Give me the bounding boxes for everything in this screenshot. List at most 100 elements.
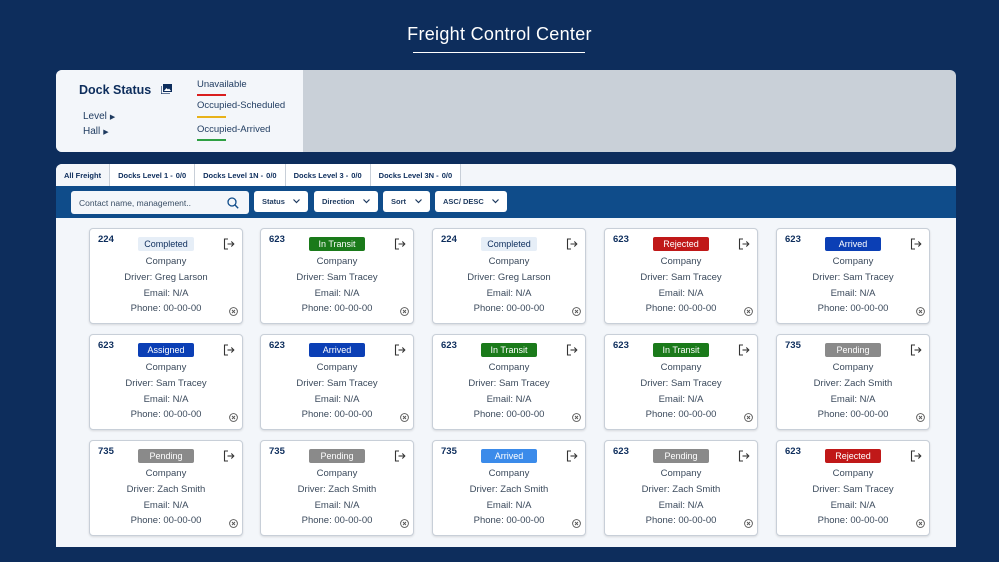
freight-id: 623 <box>613 234 629 245</box>
freight-card[interactable]: 623 Rejected Company Driver: Sam Tracey Emai… <box>776 440 930 536</box>
freight-card[interactable]: 735 Arrived Company Driver: Zach Smith Email… <box>432 440 586 536</box>
close-circle-icon[interactable] <box>229 307 238 316</box>
search-input[interactable] <box>79 191 224 214</box>
status-badge: Rejected <box>653 237 709 251</box>
status-badge: Pending <box>653 449 709 463</box>
status-badge: Completed <box>481 237 537 251</box>
freight-card[interactable]: 623 Arrived Company Driver: Sam Tracey Email… <box>260 334 414 430</box>
exit-icon[interactable] <box>223 344 235 356</box>
tab-docks-level-1n[interactable]: Docks Level 1N -0/0 <box>195 164 286 186</box>
dock-status-title: Dock Status <box>79 83 152 97</box>
search-box <box>71 191 249 214</box>
driver-name: Driver: Sam Tracey <box>640 378 722 389</box>
close-circle-icon[interactable] <box>916 307 925 316</box>
tab-all-freight[interactable]: All Freight <box>56 164 111 186</box>
status-filter-dropdown[interactable]: Status <box>254 191 308 212</box>
freight-card[interactable]: 735 Pending Company Driver: Zach Smith Email… <box>776 334 930 430</box>
company-name: Company <box>316 362 358 373</box>
exit-icon[interactable] <box>566 450 578 462</box>
triangle-right-icon: ▶ <box>103 129 109 136</box>
close-circle-icon[interactable] <box>744 307 753 316</box>
status-badge: Arrived <box>825 237 881 251</box>
freight-id: 224 <box>441 234 457 245</box>
driver-name: Driver: Greg Larson <box>124 272 208 283</box>
close-circle-icon[interactable] <box>400 519 409 528</box>
exit-icon[interactable] <box>738 344 750 356</box>
exit-icon[interactable] <box>394 450 406 462</box>
freight-card[interactable]: 224 Completed Company Driver: Greg Larson Em… <box>432 228 586 324</box>
direction-filter-dropdown[interactable]: Direction <box>314 191 378 212</box>
freight-id: 735 <box>269 446 285 457</box>
exit-icon[interactable] <box>738 450 750 462</box>
freight-card[interactable]: 623 Assigned Company Driver: Sam Tracey Emai… <box>89 334 243 430</box>
freight-id: 735 <box>98 446 114 457</box>
freight-card[interactable]: 623 In Transit Company Driver: Sam Tracey Em… <box>432 334 586 430</box>
close-circle-icon[interactable] <box>744 413 753 422</box>
close-circle-icon[interactable] <box>229 519 238 528</box>
status-badge: Arrived <box>309 343 365 357</box>
image-icon[interactable] <box>161 84 172 94</box>
close-circle-icon[interactable] <box>400 413 409 422</box>
exit-icon[interactable] <box>910 450 922 462</box>
phone-value: Phone: 00-00-00 <box>473 409 545 420</box>
status-badge: In Transit <box>481 343 537 357</box>
company-name: Company <box>660 362 702 373</box>
exit-icon[interactable] <box>394 238 406 250</box>
close-circle-icon[interactable] <box>572 413 581 422</box>
phone-value: Phone: 00-00-00 <box>473 515 545 526</box>
company-name: Company <box>488 256 530 267</box>
exit-icon[interactable] <box>394 344 406 356</box>
driver-name: Driver: Sam Tracey <box>296 272 378 283</box>
tab-docks-level-1[interactable]: Docks Level 1 -0/0 <box>110 164 196 186</box>
legend-occupied-arrived-label: Occupied-Arrived <box>197 124 271 135</box>
exit-icon[interactable] <box>566 344 578 356</box>
exit-icon[interactable] <box>223 238 235 250</box>
freight-card[interactable]: 623 Pending Company Driver: Zach Smith Email… <box>604 440 758 536</box>
freight-panel: All Freight Docks Level 1 -0/0 Docks Lev… <box>56 164 956 547</box>
status-badge: Completed <box>138 237 194 251</box>
level-link[interactable]: Level ▶ <box>83 111 116 122</box>
exit-icon[interactable] <box>910 238 922 250</box>
company-name: Company <box>660 256 702 267</box>
close-circle-icon[interactable] <box>916 519 925 528</box>
search-icon[interactable] <box>227 197 239 209</box>
phone-value: Phone: 00-00-00 <box>645 303 717 314</box>
status-badge: Rejected <box>825 449 881 463</box>
status-badge: In Transit <box>309 237 365 251</box>
close-circle-icon[interactable] <box>572 307 581 316</box>
phone-value: Phone: 00-00-00 <box>817 303 889 314</box>
close-circle-icon[interactable] <box>916 413 925 422</box>
freight-card[interactable]: 623 In Transit Company Driver: Sam Tracey Em… <box>260 228 414 324</box>
driver-name: Driver: Sam Tracey <box>640 272 722 283</box>
legend-occupied-scheduled-label: Occupied-Scheduled <box>197 100 286 111</box>
phone-value: Phone: 00-00-00 <box>645 409 717 420</box>
company-name: Company <box>145 468 187 479</box>
freight-card[interactable]: 735 Pending Company Driver: Zach Smith Email… <box>89 440 243 536</box>
hall-link[interactable]: Hall ▶ <box>83 126 109 137</box>
freight-card[interactable]: 623 In Transit Company Driver: Sam Tracey Em… <box>604 334 758 430</box>
sort-dropdown[interactable]: Sort <box>383 191 430 212</box>
tab-docks-level-3[interactable]: Docks Level 3 -0/0 <box>285 164 371 186</box>
freight-card[interactable]: 224 Completed Company Driver: Greg Larson Em… <box>89 228 243 324</box>
tab-docks-level-3n[interactable]: Docks Level 3N -0/0 <box>370 164 462 186</box>
freight-card[interactable]: 623 Arrived Company Driver: Sam Tracey Email… <box>776 228 930 324</box>
chevron-down-icon <box>363 199 370 204</box>
exit-icon[interactable] <box>223 450 235 462</box>
exit-icon[interactable] <box>910 344 922 356</box>
company-name: Company <box>145 362 187 373</box>
asc-desc-dropdown[interactable]: ASC/ DESC <box>435 191 507 212</box>
phone-value: Phone: 00-00-00 <box>645 515 717 526</box>
legend-unavailable-label: Unavailable <box>197 79 247 90</box>
freight-card[interactable]: 735 Pending Company Driver: Zach Smith Email… <box>260 440 414 536</box>
exit-icon[interactable] <box>566 238 578 250</box>
driver-name: Driver: Sam Tracey <box>125 378 207 389</box>
freight-card[interactable]: 623 Rejected Company Driver: Sam Tracey Emai… <box>604 228 758 324</box>
legend-occupied-arrived-swatch <box>197 139 226 141</box>
close-circle-icon[interactable] <box>744 519 753 528</box>
close-circle-icon[interactable] <box>229 413 238 422</box>
close-circle-icon[interactable] <box>572 519 581 528</box>
status-badge: Assigned <box>138 343 194 357</box>
close-circle-icon[interactable] <box>400 307 409 316</box>
freight-id: 623 <box>269 234 285 245</box>
exit-icon[interactable] <box>738 238 750 250</box>
